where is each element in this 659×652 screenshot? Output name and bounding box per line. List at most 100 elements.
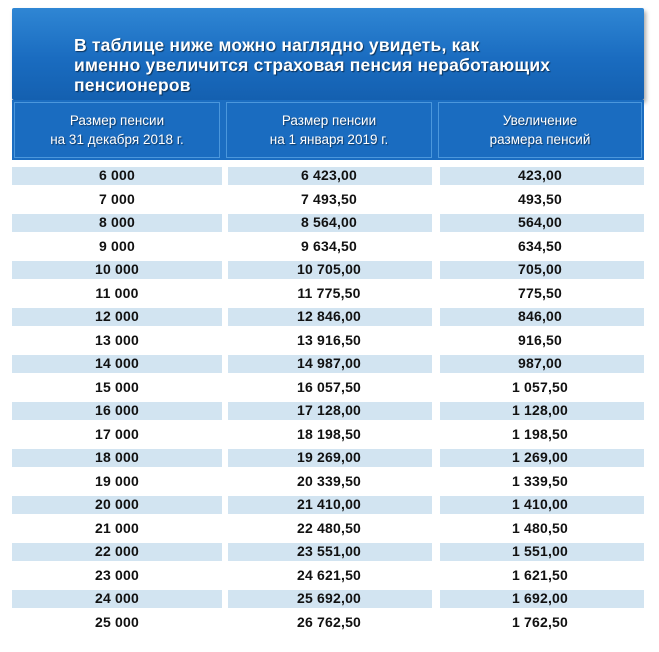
cell-increase: 1 551,00 xyxy=(511,543,569,559)
cell-pension-2019: 8 564,00 xyxy=(300,214,358,230)
row-band xyxy=(440,543,644,561)
cell-increase: 634,50 xyxy=(517,237,563,254)
cell-increase: 1 621,50 xyxy=(511,566,569,583)
cell-increase: 564,00 xyxy=(517,214,563,230)
cell-pension-2018: 20 000 xyxy=(94,496,140,512)
row-band xyxy=(440,590,644,608)
table-row: 15 000 16 057,50 1 057,50 xyxy=(12,376,644,400)
cell-pension-2019: 16 057,50 xyxy=(296,378,362,395)
row-band xyxy=(12,308,222,326)
row-band xyxy=(12,449,222,467)
table-body: 6 000 6 423,00 423,00 7 000 7 493,50 493,50 8 … xyxy=(12,164,644,634)
cell-increase: 705,00 xyxy=(517,261,563,277)
row-band xyxy=(440,308,644,326)
cell-increase: 916,50 xyxy=(517,331,563,348)
cell-pension-2019: 6 423,00 xyxy=(300,167,358,183)
row-band xyxy=(12,496,222,514)
table-row: 9 000 9 634,50 634,50 xyxy=(12,235,644,259)
table-row: 21 000 22 480,50 1 480,50 xyxy=(12,517,644,541)
table-row: 16 000 17 128,00 1 128,00 xyxy=(12,399,644,423)
cell-increase: 1 410,00 xyxy=(511,496,569,512)
cell-increase: 1 198,50 xyxy=(511,425,569,442)
row-band xyxy=(228,543,432,561)
table-row: 12 000 12 846,00 846,00 xyxy=(12,305,644,329)
cell-pension-2018: 14 000 xyxy=(94,355,140,371)
row-band xyxy=(12,590,222,608)
cell-pension-2018: 13 000 xyxy=(94,331,140,348)
cell-pension-2018: 11 000 xyxy=(95,284,139,301)
header-cell-pension-2019: Размер пенсии на 1 января 2019 г. xyxy=(226,102,432,158)
cell-increase: 846,00 xyxy=(517,308,563,324)
cell-pension-2018: 23 000 xyxy=(94,566,140,583)
cell-pension-2019: 26 762,50 xyxy=(296,613,362,630)
cell-pension-2018: 18 000 xyxy=(94,449,140,465)
table-row: 17 000 18 198,50 1 198,50 xyxy=(12,423,644,447)
table-row: 24 000 25 692,00 1 692,00 xyxy=(12,587,644,611)
cell-pension-2019: 17 128,00 xyxy=(296,402,362,418)
cell-pension-2018: 15 000 xyxy=(94,378,140,395)
cell-increase: 1 057,50 xyxy=(511,378,569,395)
cell-increase: 775,50 xyxy=(517,284,563,301)
cell-pension-2019: 11 775,50 xyxy=(297,284,361,301)
cell-pension-2018: 10 000 xyxy=(94,261,140,277)
table-row: 11 000 11 775,50 775,50 xyxy=(12,282,644,306)
cell-pension-2019: 20 339,50 xyxy=(296,472,362,489)
banner-text: В таблице ниже можно наглядно увидеть, к… xyxy=(74,35,551,95)
cell-increase: 1 128,00 xyxy=(511,402,569,418)
cell-pension-2019: 19 269,00 xyxy=(296,449,362,465)
row-band xyxy=(440,402,644,420)
row-band xyxy=(228,261,432,279)
header-label: Размер пенсии на 1 января 2019 г. xyxy=(269,113,389,147)
cell-pension-2018: 9 000 xyxy=(98,237,136,254)
header-label: Размер пенсии на 31 декабря 2018 г. xyxy=(50,113,184,147)
row-band xyxy=(440,167,644,185)
table-row: 22 000 23 551,00 1 551,00 xyxy=(12,540,644,564)
cell-pension-2018: 24 000 xyxy=(94,590,140,606)
row-band xyxy=(12,543,222,561)
table-row: 20 000 21 410,00 1 410,00 xyxy=(12,493,644,517)
table-row: 14 000 14 987,00 987,00 xyxy=(12,352,644,376)
cell-increase: 423,00 xyxy=(517,167,563,183)
row-band xyxy=(228,355,432,373)
row-band xyxy=(228,590,432,608)
table-row: 25 000 26 762,50 1 762,50 xyxy=(12,611,644,635)
row-band xyxy=(228,402,432,420)
header-cell-pension-2018: Размер пенсии на 31 декабря 2018 г. xyxy=(14,102,220,158)
header-cell-increase: Увеличение размера пенсий xyxy=(438,102,642,158)
row-band xyxy=(440,449,644,467)
cell-pension-2018: 6 000 xyxy=(98,167,136,183)
cell-pension-2018: 7 000 xyxy=(98,190,136,207)
cell-pension-2019: 9 634,50 xyxy=(300,237,358,254)
row-band xyxy=(228,496,432,514)
cell-pension-2018: 21 000 xyxy=(94,519,140,536)
cell-pension-2019: 25 692,00 xyxy=(296,590,362,606)
table-row: 6 000 6 423,00 423,00 xyxy=(12,164,644,188)
cell-pension-2018: 22 000 xyxy=(94,543,140,559)
title-banner: В таблице ниже можно наглядно увидеть, к… xyxy=(12,8,644,100)
row-band xyxy=(440,355,644,373)
cell-pension-2018: 12 000 xyxy=(94,308,140,324)
cell-pension-2019: 24 621,50 xyxy=(296,566,362,583)
table-row: 23 000 24 621,50 1 621,50 xyxy=(12,564,644,588)
row-band xyxy=(440,214,644,232)
cell-pension-2019: 21 410,00 xyxy=(296,496,362,512)
table-row: 18 000 19 269,00 1 269,00 xyxy=(12,446,644,470)
cell-increase: 1 339,50 xyxy=(511,472,569,489)
cell-increase: 1 762,50 xyxy=(511,613,569,630)
cell-pension-2019: 13 916,50 xyxy=(296,331,362,348)
table-row: 8 000 8 564,00 564,00 xyxy=(12,211,644,235)
cell-increase: 1 269,00 xyxy=(511,449,569,465)
table-row: 19 000 20 339,50 1 339,50 xyxy=(12,470,644,494)
table-row: 13 000 13 916,50 916,50 xyxy=(12,329,644,353)
table-row: 10 000 10 705,00 705,00 xyxy=(12,258,644,282)
header-label: Увеличение размера пенсий xyxy=(489,113,591,147)
cell-pension-2019: 7 493,50 xyxy=(300,190,358,207)
table-header: Размер пенсии на 31 декабря 2018 г. Разм… xyxy=(12,100,644,160)
row-band xyxy=(440,261,644,279)
row-band xyxy=(228,167,432,185)
cell-increase: 1 480,50 xyxy=(511,519,569,536)
cell-pension-2018: 16 000 xyxy=(94,402,140,418)
row-band xyxy=(12,355,222,373)
cell-pension-2019: 18 198,50 xyxy=(296,425,362,442)
row-band xyxy=(228,308,432,326)
